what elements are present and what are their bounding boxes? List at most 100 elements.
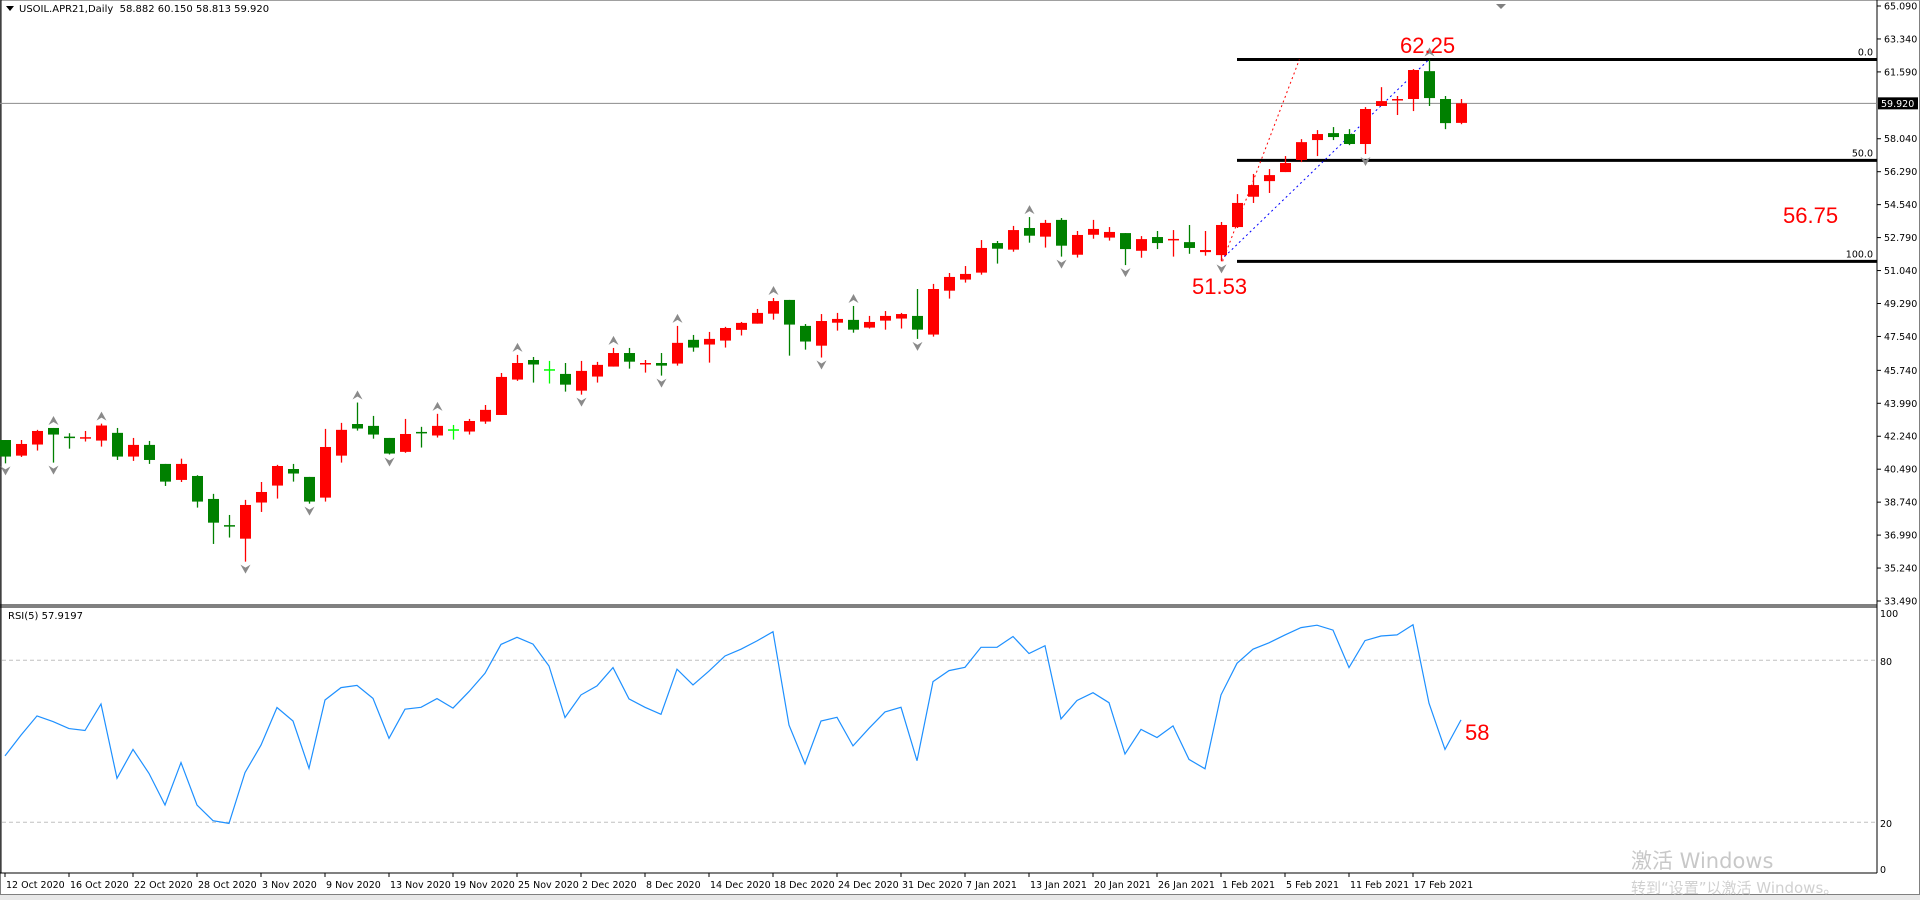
chart-shift-marker-icon xyxy=(1496,4,1506,9)
date-tick-label: 3 Nov 2020 xyxy=(262,880,317,891)
fractal-down-arrow-icon xyxy=(304,506,315,516)
candle-body xyxy=(976,247,987,273)
price-tick-label: 38.740 xyxy=(1884,498,1917,509)
rsi-axis-label: 20 xyxy=(1880,819,1892,830)
candle-body xyxy=(944,276,955,291)
candle-body xyxy=(592,364,603,377)
candle-body xyxy=(432,425,443,436)
fractal-up-arrow-icon xyxy=(1424,47,1435,57)
candle-body xyxy=(144,444,155,460)
rsi-axis-label: 80 xyxy=(1880,657,1892,668)
candle-body xyxy=(1248,185,1259,197)
fractal-up-arrow-icon xyxy=(432,401,443,411)
candle-body xyxy=(80,437,91,439)
fractal-down-arrow-icon xyxy=(0,466,11,476)
candle-body xyxy=(992,243,1003,249)
candle-body xyxy=(1088,228,1099,235)
candle-body xyxy=(848,319,859,330)
date-tick-label: 28 Oct 2020 xyxy=(198,880,257,891)
candle-body xyxy=(48,427,59,435)
fractal-down-arrow-icon xyxy=(1120,268,1131,278)
candle-body xyxy=(624,353,635,362)
candle-body xyxy=(880,315,891,321)
symbol-timeframe: USOIL.APR21,Daily xyxy=(19,4,114,15)
candle-body xyxy=(1216,224,1227,256)
price-tick-label: 63.340 xyxy=(1884,34,1917,45)
candle-body xyxy=(336,429,347,456)
candle-body xyxy=(1136,239,1147,251)
candle-body xyxy=(112,432,123,457)
date-tick-label: 31 Dec 2020 xyxy=(902,880,963,891)
dropdown-triangle-icon[interactable] xyxy=(6,6,14,11)
candle-body xyxy=(128,444,139,457)
rsi-annotation: 58 xyxy=(1465,720,1490,745)
fractal-up-arrow-icon xyxy=(848,293,859,303)
candle-body xyxy=(656,363,667,366)
annotation-low: 51.53 xyxy=(1192,274,1248,299)
price-tick-label: 43.990 xyxy=(1884,399,1917,410)
trendline xyxy=(1222,59,1300,262)
date-tick-label: 18 Dec 2020 xyxy=(774,880,835,891)
candle-body xyxy=(320,446,331,498)
date-tick-label: 19 Nov 2020 xyxy=(454,880,515,891)
price-tick-label: 45.740 xyxy=(1884,366,1917,377)
rsi-label: RSI(5) 57.9197 xyxy=(8,611,83,622)
candle-body xyxy=(496,376,507,415)
candle-body xyxy=(912,315,923,330)
date-tick-label: 1 Feb 2021 xyxy=(1222,880,1275,891)
fractal-down-arrow-icon xyxy=(656,378,667,388)
date-tick-label: 25 Nov 2020 xyxy=(518,880,579,891)
price-tick-label: 58.040 xyxy=(1884,134,1917,145)
candle-body xyxy=(512,363,523,380)
candle-body xyxy=(192,475,203,502)
candle-body xyxy=(224,525,235,527)
candle-body xyxy=(0,440,11,457)
date-tick-label: 7 Jan 2021 xyxy=(966,880,1017,891)
candle-body xyxy=(560,373,571,385)
candle-body xyxy=(1456,103,1467,123)
candle-body xyxy=(1152,237,1163,244)
fractal-up-arrow-icon xyxy=(768,286,779,296)
candle-body xyxy=(96,425,107,441)
date-tick-label: 2 Dec 2020 xyxy=(582,880,637,891)
annotation-mid: 56.75 xyxy=(1783,203,1839,228)
candle-body xyxy=(1008,230,1019,250)
date-tick-label: 22 Oct 2020 xyxy=(134,880,193,891)
candle-body xyxy=(832,318,843,323)
rsi-line xyxy=(4,623,1462,825)
candle-body xyxy=(1184,242,1195,248)
candle-body xyxy=(1120,233,1131,250)
candle-body xyxy=(304,476,315,502)
fib-level-label: 50.0 xyxy=(1852,148,1873,159)
candle-body xyxy=(704,338,715,345)
fractal-up-arrow-icon xyxy=(672,313,683,323)
candle-body xyxy=(1376,101,1387,106)
date-tick-label: 12 Oct 2020 xyxy=(6,880,65,891)
candle-body xyxy=(1296,142,1307,161)
fractal-down-arrow-icon xyxy=(816,360,827,370)
fractal-down-arrow-icon xyxy=(48,465,59,475)
price-tick-label: 52.790 xyxy=(1884,233,1917,244)
candle-body xyxy=(64,436,75,439)
price-tick-label: 54.540 xyxy=(1884,200,1917,211)
fractal-down-arrow-icon xyxy=(240,564,251,574)
candle-body xyxy=(896,314,907,319)
date-tick-label: 26 Jan 2021 xyxy=(1158,880,1215,891)
chart-header: USOIL.APR21,Daily 58.882 60.150 58.813 5… xyxy=(6,4,269,15)
date-tick-label: 13 Jan 2021 xyxy=(1030,880,1087,891)
candle-body xyxy=(1040,222,1051,237)
fib-level-label: 100.0 xyxy=(1846,249,1873,260)
candle-body xyxy=(736,322,747,330)
candle-body xyxy=(768,301,779,314)
rsi-axis-label: 100 xyxy=(1880,609,1898,620)
fractal-down-arrow-icon xyxy=(1216,264,1227,274)
candle-body xyxy=(528,359,539,365)
candle-body xyxy=(240,504,251,539)
candle-body xyxy=(576,370,587,391)
candle-body xyxy=(672,342,683,364)
candle-body xyxy=(1360,108,1371,145)
fractal-up-arrow-icon xyxy=(1024,205,1035,215)
price-tick-label: 33.490 xyxy=(1884,597,1917,608)
candle-body xyxy=(608,353,619,367)
